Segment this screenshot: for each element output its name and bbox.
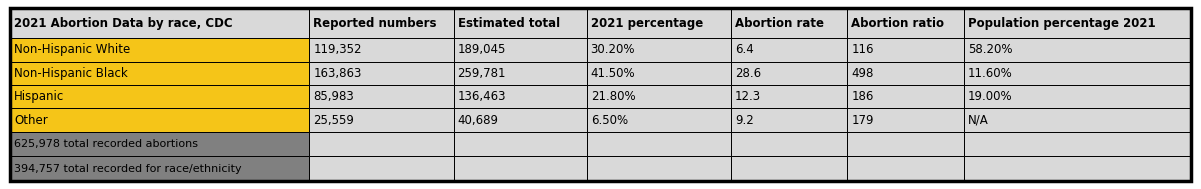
Bar bbox=[454, 38, 586, 62]
Bar bbox=[586, 85, 730, 108]
Bar bbox=[310, 132, 454, 156]
Text: Abortion ratio: Abortion ratio bbox=[852, 17, 944, 29]
Bar bbox=[847, 156, 963, 181]
Bar bbox=[847, 8, 963, 38]
Text: Estimated total: Estimated total bbox=[458, 17, 560, 29]
Text: 625,978 total recorded abortions: 625,978 total recorded abortions bbox=[14, 139, 198, 149]
Text: 12.3: 12.3 bbox=[735, 90, 761, 103]
Text: 179: 179 bbox=[852, 114, 874, 127]
Text: 40,689: 40,689 bbox=[458, 114, 498, 127]
Bar bbox=[730, 38, 847, 62]
Text: 163,863: 163,863 bbox=[313, 67, 362, 80]
Bar bbox=[847, 85, 963, 108]
Text: Non-Hispanic Black: Non-Hispanic Black bbox=[14, 67, 127, 80]
Text: 28.6: 28.6 bbox=[735, 67, 761, 80]
Text: Hispanic: Hispanic bbox=[14, 90, 64, 103]
Bar bbox=[586, 156, 730, 181]
Bar bbox=[454, 132, 586, 156]
Bar bbox=[847, 132, 963, 156]
Bar bbox=[310, 8, 454, 38]
Text: Abortion rate: Abortion rate bbox=[735, 17, 824, 29]
Bar bbox=[963, 38, 1191, 62]
Text: Non-Hispanic White: Non-Hispanic White bbox=[14, 43, 130, 56]
Bar bbox=[310, 156, 454, 181]
Text: 6.50%: 6.50% bbox=[591, 114, 628, 127]
Text: 19.00%: 19.00% bbox=[968, 90, 1012, 103]
Bar bbox=[730, 156, 847, 181]
Bar bbox=[454, 62, 586, 85]
Bar bbox=[10, 38, 310, 62]
Bar bbox=[454, 85, 586, 108]
Text: 119,352: 119,352 bbox=[313, 43, 362, 56]
Text: 85,983: 85,983 bbox=[313, 90, 354, 103]
Text: 498: 498 bbox=[852, 67, 873, 80]
Bar bbox=[310, 38, 454, 62]
Text: 394,757 total recorded for race/ethnicity: 394,757 total recorded for race/ethnicit… bbox=[14, 164, 241, 174]
Bar bbox=[586, 8, 730, 38]
Text: 189,045: 189,045 bbox=[458, 43, 506, 56]
Text: 186: 186 bbox=[852, 90, 873, 103]
Bar bbox=[10, 85, 310, 108]
Text: 116: 116 bbox=[852, 43, 874, 56]
Text: 11.60%: 11.60% bbox=[968, 67, 1012, 80]
Text: 21.80%: 21.80% bbox=[591, 90, 635, 103]
Text: 259,781: 259,781 bbox=[458, 67, 506, 80]
Bar bbox=[454, 108, 586, 132]
Bar bbox=[963, 132, 1191, 156]
Bar bbox=[310, 108, 454, 132]
Bar bbox=[730, 132, 847, 156]
Text: 2021 Abortion Data by race, CDC: 2021 Abortion Data by race, CDC bbox=[14, 17, 233, 29]
Text: Reported numbers: Reported numbers bbox=[313, 17, 437, 29]
Bar bbox=[454, 156, 586, 181]
Text: 25,559: 25,559 bbox=[313, 114, 354, 127]
Text: 136,463: 136,463 bbox=[458, 90, 506, 103]
Bar bbox=[10, 132, 310, 156]
Text: 6.4: 6.4 bbox=[735, 43, 753, 56]
Text: 30.20%: 30.20% bbox=[591, 43, 635, 56]
Text: Other: Other bbox=[14, 114, 48, 127]
Bar bbox=[730, 8, 847, 38]
Bar bbox=[963, 62, 1191, 85]
Bar bbox=[963, 108, 1191, 132]
Bar bbox=[586, 62, 730, 85]
Text: Population percentage 2021: Population percentage 2021 bbox=[968, 17, 1155, 29]
Text: 2021 percentage: 2021 percentage bbox=[591, 17, 703, 29]
Bar bbox=[963, 156, 1191, 181]
Bar bbox=[847, 38, 963, 62]
Bar bbox=[847, 108, 963, 132]
Bar bbox=[586, 132, 730, 156]
Bar bbox=[310, 85, 454, 108]
Bar bbox=[963, 85, 1191, 108]
Text: 41.50%: 41.50% bbox=[591, 67, 635, 80]
Bar bbox=[963, 8, 1191, 38]
Bar bbox=[10, 156, 310, 181]
Bar bbox=[10, 62, 310, 85]
Bar bbox=[586, 38, 730, 62]
Bar bbox=[730, 85, 847, 108]
Bar bbox=[730, 62, 847, 85]
Text: N/A: N/A bbox=[968, 114, 988, 127]
Bar bbox=[454, 8, 586, 38]
Text: 9.2: 9.2 bbox=[735, 114, 753, 127]
Bar bbox=[10, 8, 310, 38]
Bar bbox=[586, 108, 730, 132]
Text: 58.20%: 58.20% bbox=[968, 43, 1012, 56]
Bar bbox=[730, 108, 847, 132]
Bar bbox=[10, 108, 310, 132]
Bar bbox=[847, 62, 963, 85]
Bar bbox=[310, 62, 454, 85]
